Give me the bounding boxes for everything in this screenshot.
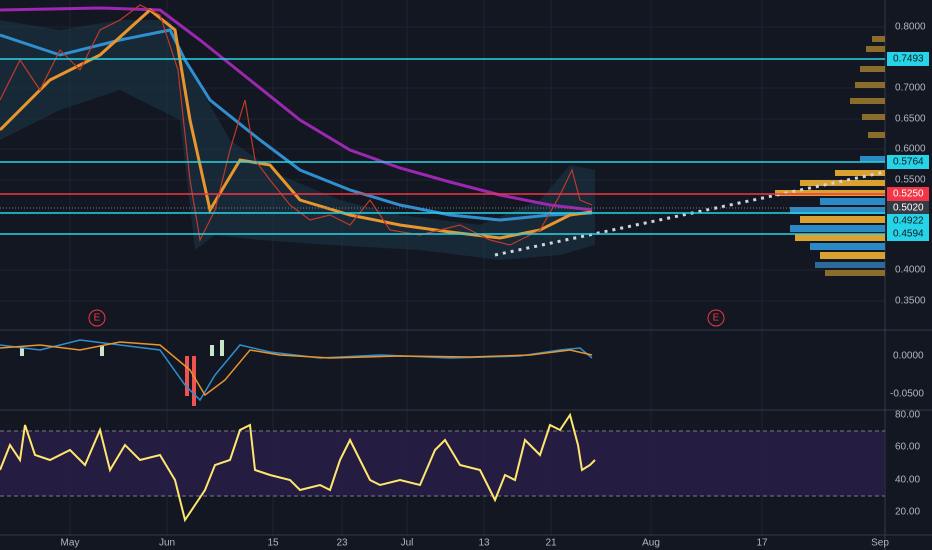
macd-axis: 0.0000 -0.0500 — [890, 351, 924, 400]
tick-label: 80.00 — [895, 410, 920, 421]
time-label: 17 — [756, 538, 768, 549]
time-label: Jul — [401, 538, 414, 549]
level-label: 0.4922 — [893, 216, 924, 227]
level-label: 0.5764 — [893, 157, 924, 168]
tick-label: 0.5500 — [895, 175, 926, 186]
ma-mid — [0, 28, 593, 222]
earnings-markers: E E — [88, 309, 725, 327]
alert-label: 0.5250 — [893, 189, 924, 200]
rsi-axis: 80.00 60.00 40.00 20.00 — [895, 410, 920, 518]
time-label: 15 — [267, 538, 279, 549]
rsi-line — [0, 412, 596, 523]
time-label: Jun — [159, 538, 175, 549]
time-label: 13 — [478, 538, 490, 549]
price — [0, 4, 593, 246]
tick-label: 0.8000 — [895, 22, 926, 33]
tick-label: 0.7000 — [895, 83, 926, 94]
level-label: 0.7493 — [893, 54, 924, 65]
levels — [0, 58, 885, 235]
ma-fast — [0, 8, 593, 240]
tick-label: 0.0000 — [893, 351, 924, 362]
tick-label: 0.6500 — [895, 114, 926, 125]
time-axis: May Jun 15 23 Jul 13 21 Aug 17 Sep — [61, 538, 890, 549]
tick-label: 40.00 — [895, 475, 920, 486]
band — [0, 20, 595, 260]
time-label: Aug — [642, 538, 660, 549]
volume-profile — [775, 36, 885, 276]
marker-label: E — [94, 313, 101, 324]
tick-label: 60.00 — [895, 442, 920, 453]
tick-label: 0.3500 — [895, 296, 926, 307]
last-price-label: 0.5020 — [893, 203, 924, 214]
marker-label: E — [713, 313, 720, 324]
time-label: May — [61, 538, 80, 549]
price-axis: 0.8000 0.7000 0.6500 0.6000 0.5500 0.400… — [887, 22, 929, 307]
tick-label: -0.0500 — [890, 389, 924, 400]
time-label: 21 — [545, 538, 557, 549]
trendline — [494, 170, 886, 257]
time-label: Sep — [871, 538, 889, 549]
tick-label: 0.4000 — [895, 265, 926, 276]
tick-label: 20.00 — [895, 507, 920, 518]
tick-label: 0.6000 — [895, 144, 926, 155]
time-label: 23 — [336, 538, 348, 549]
macd — [0, 339, 593, 406]
level-label: 0.4594 — [893, 229, 924, 240]
rsi-band — [0, 431, 885, 496]
